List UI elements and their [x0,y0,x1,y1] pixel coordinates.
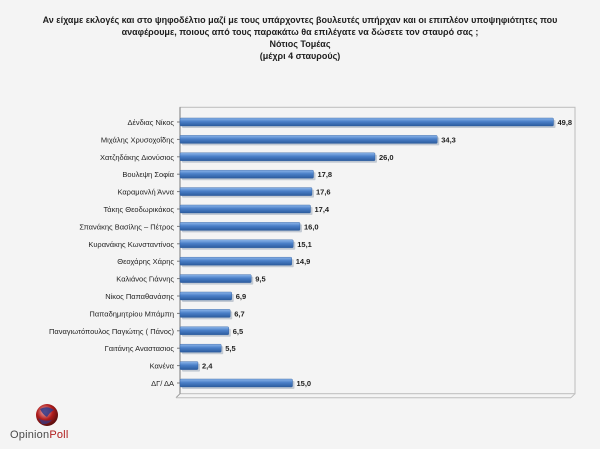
category-label: Τάκης Θεοδωρικάκος [104,205,175,214]
title-line-2: αναφέρουμε, ποιους από τους παρακάτω θα … [121,27,479,37]
bar [179,344,222,353]
opinionpoll-logo: OpinionPoll [10,429,68,441]
bar [179,152,376,162]
bar [179,274,252,283]
value-label: 9,5 [255,275,265,284]
value-label: 49,8 [558,118,573,127]
value-label: 6,7 [234,309,244,318]
category-label: Σπανάκης Βασίλης – Πέτρος [79,222,174,231]
logo-text-opinion: Opinion [10,429,50,441]
category-label: Παναγιωτόπουλος Παγιώτης ( Πάνος) [49,327,174,336]
category-label: Καλιάνος Γιάννης [116,275,174,284]
chart-title: Αν είχαμε εκλογές και στο ψηφοδέλτιο μαζ… [20,14,580,62]
bar [179,117,554,127]
axis-corner [175,393,181,399]
value-label: 2,4 [202,362,213,371]
value-label: 5,5 [225,344,235,353]
category-label: Θεοχάρης Χάρης [117,257,174,266]
plot-frame [179,106,576,395]
value-label: 14,9 [296,257,311,266]
category-label: Καραμανλή Άννα [117,188,174,197]
logo-text-poll: Poll [49,429,69,441]
category-label: Γαιτάνης Αναστασιος [105,344,175,353]
value-label: 34,3 [441,135,456,144]
value-label: 16,0 [304,222,319,231]
bar [179,309,231,318]
bar [179,135,438,144]
bar [179,239,294,249]
category-label: Βουλεψη Σοφία [122,170,174,179]
axis-corner-right [570,393,576,399]
title-line-1: Αν είχαμε εκλογές και στο ψηφοδέλτιο μαζ… [42,15,558,25]
value-label: 26,0 [379,153,394,162]
globe-logo-icon [36,404,58,426]
bar [179,187,313,196]
category-label: Χατζηδάκης Διονύσιος [100,153,174,162]
category-label: Δένδιας Νίκος [127,118,174,127]
value-label: 17,6 [316,188,331,197]
category-label: Παπαδημητρίου Μπάμπη [89,309,174,318]
category-label: Μιχάλης Χρυσοχοΐδης [101,135,174,144]
category-label: Κυρανάκης Κωνσταντίνος [88,240,174,249]
bar [179,378,293,388]
bar [179,257,292,266]
category-label: Κανένα [150,362,175,371]
category-label: Νίκος Παπαθανάσης [105,292,174,301]
value-label: 17,8 [318,170,333,179]
bar [179,361,199,370]
value-label: 17,4 [315,205,330,214]
bar [179,326,229,335]
title-line-3: Νότιος Τομέας [269,39,331,49]
bar [179,204,311,214]
value-label: 15,1 [297,240,312,249]
bar [179,222,301,231]
bar [179,169,314,179]
value-label: 6,5 [233,327,243,336]
value-label: 15,0 [297,379,312,388]
value-label: 6,9 [236,292,246,301]
bar [179,291,232,301]
category-label: ΔΓ/ ΔΑ [151,379,174,388]
title-line-4: (μέχρι 4 σταυρούς) [259,51,341,61]
